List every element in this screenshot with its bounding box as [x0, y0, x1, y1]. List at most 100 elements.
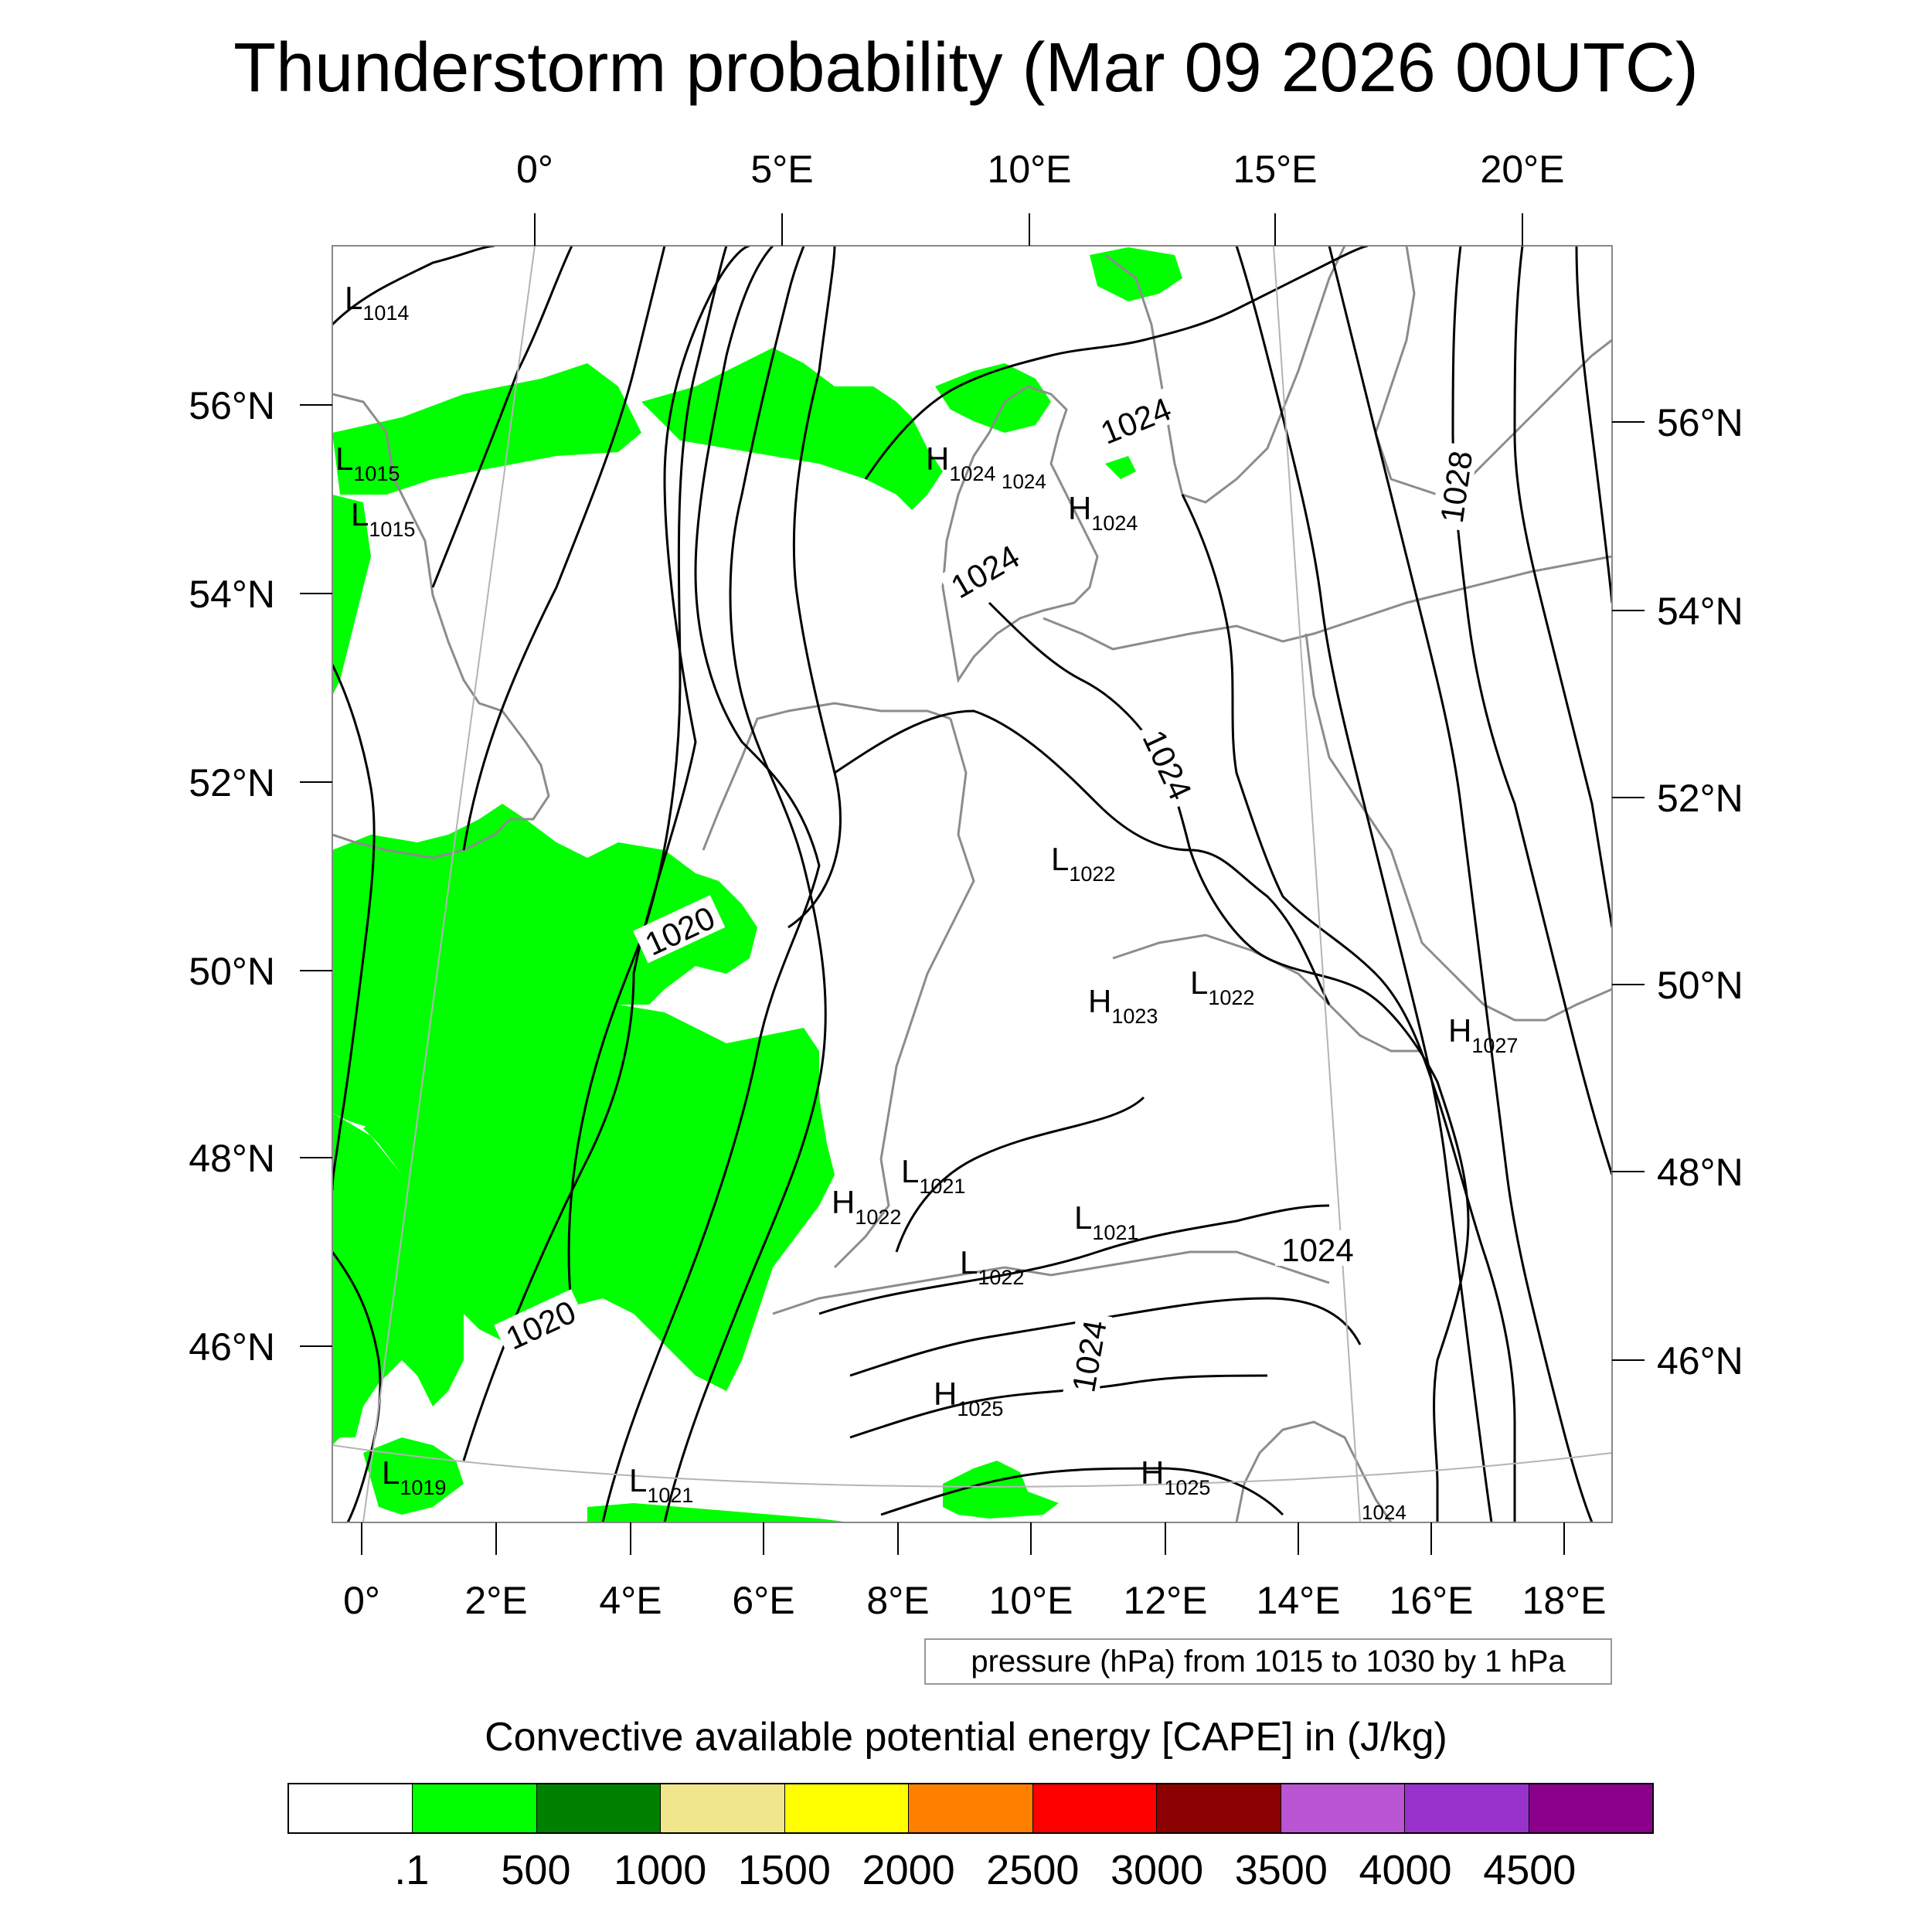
graticule: [332, 246, 1612, 1522]
colorbar-segment: [536, 1784, 662, 1832]
colorbar-segment: [1032, 1784, 1158, 1832]
pressure-center-type: L: [345, 280, 362, 316]
contour-label-text: 1024: [1281, 1232, 1353, 1268]
isobar-14: [1328, 246, 1594, 1522]
colorbar-label: 3500: [1234, 1847, 1328, 1893]
isobar-20: [849, 1374, 1268, 1439]
parallel-45n: [332, 1444, 1612, 1488]
contour-label-bg: [1430, 441, 1478, 532]
colorbar-segment: [1405, 1784, 1529, 1832]
colorbar-label: .1: [394, 1847, 430, 1893]
cape-fill-areas: [332, 247, 1182, 1522]
pressure-center-value: 1015: [353, 462, 400, 485]
pressure-center-value: 1027: [1471, 1034, 1518, 1057]
left-axis-label: 46°N: [189, 1325, 275, 1369]
cape-area-north-sea: [332, 363, 641, 495]
colorbar-label: 3000: [1111, 1847, 1204, 1893]
right-axis-label: 46°N: [1657, 1339, 1743, 1383]
left-axis-label: 52°N: [189, 761, 275, 804]
colorbar-label: 1500: [737, 1847, 831, 1893]
colorbar-segment: [289, 1784, 413, 1832]
colorbar-labels: .1 500 1000 1500 2000 2500 3000 3500 4000 4500: [0, 1845, 1932, 1900]
colorbar-segment: [784, 1784, 910, 1832]
bottom-axis-label: 14°E: [1257, 1579, 1341, 1622]
isobar-13: [1235, 246, 1493, 1522]
pressure-center-value: 1022: [855, 1206, 901, 1229]
bottom-axis-label: 18°E: [1522, 1579, 1607, 1622]
colorbar-segment: [661, 1784, 785, 1832]
high-pressure-center: H1022: [832, 1184, 901, 1229]
isobar-5: [462, 246, 750, 1461]
pressure-center-type: L: [901, 1153, 919, 1189]
bottom-axis-label: 12°E: [1124, 1579, 1208, 1622]
low-pressure-center: L1022: [960, 1244, 1024, 1289]
cape-area-alps-south: [363, 1437, 464, 1515]
pressure-center-type: L: [629, 1462, 647, 1498]
pressure-note: pressure (hPa) from 1015 to 1030 by 1 hP…: [924, 1638, 1612, 1685]
pressure-center-type: H: [1088, 983, 1111, 1019]
pressure-center-value: 1022: [978, 1266, 1024, 1289]
pressure-center-value: 1022: [1208, 986, 1254, 1009]
right-axis-label: 50°N: [1657, 964, 1743, 1007]
contour-label-bg: [938, 532, 1030, 607]
bottom-axis-label: 6°E: [732, 1579, 794, 1622]
sweden-south: [1104, 246, 1346, 504]
top-axis-label: 10°E: [988, 148, 1072, 191]
high-pressure-center: H1025: [934, 1376, 1003, 1420]
pressure-center-value: 1021: [647, 1484, 693, 1507]
top-axis-label: 20°E: [1481, 148, 1565, 191]
isobar-1: [332, 246, 495, 326]
isobar-23: [332, 664, 376, 1191]
meridian-15e: [1273, 246, 1361, 1522]
bottom-axis-label: 16°E: [1389, 1579, 1474, 1622]
low-pressure-center: L1019: [382, 1454, 446, 1499]
bottom-axis-label: 4°E: [599, 1579, 662, 1622]
colorbar-label: 4500: [1483, 1847, 1577, 1893]
colorbar-label: 500: [501, 1847, 571, 1893]
pressure-center-type: H: [1068, 490, 1091, 526]
axis-ticks: [300, 213, 1645, 1555]
denmark-outline: [941, 385, 1099, 683]
low-pressure-center: L1021: [629, 1462, 693, 1507]
uk-east-coast: [332, 393, 550, 859]
colorbar-label: 2000: [862, 1847, 955, 1893]
isobar-3: [462, 246, 666, 851]
high-pressure-center: H1024: [926, 440, 995, 485]
poland-border: [1304, 633, 1612, 1022]
isobar-4: [567, 246, 728, 1315]
pressure-center-value: 1021: [919, 1175, 965, 1198]
isobar-15: [1451, 246, 1612, 1175]
cape-area-channel: [332, 804, 757, 1128]
cape-area-adriatic: [943, 1461, 1059, 1519]
pressure-center-type: H: [1448, 1012, 1471, 1049]
low-pressure-center: L1022: [1190, 964, 1254, 1009]
bottom-axis-label: 2°E: [464, 1579, 527, 1622]
contour-label-bg: [1275, 1230, 1360, 1266]
colorbar-segment: [1157, 1784, 1281, 1832]
right-axis-label: 48°N: [1657, 1151, 1743, 1194]
contour-label-bg: [494, 1289, 587, 1358]
high-pressure-center: H1027: [1448, 1012, 1518, 1057]
pressure-center-value: 1024: [949, 462, 995, 485]
left-axis-label: 56°N: [189, 384, 275, 427]
cape-area-denmark-west: [935, 363, 1051, 433]
low-pressure-center: L1021: [1074, 1199, 1138, 1244]
isobar-7: [663, 246, 827, 1522]
contour-label-bg: [1134, 718, 1203, 811]
isobar-16: [1513, 246, 1612, 928]
pressure-center-value: 1025: [957, 1397, 1003, 1420]
isobar-2: [431, 246, 573, 588]
contour-label-bg: [633, 895, 726, 964]
pressure-center-type: L: [351, 496, 369, 532]
pressure-center-type: L: [1074, 1199, 1092, 1236]
high-pressure-center: H1024: [1068, 490, 1138, 535]
pressure-center-type: L: [335, 440, 353, 477]
top-axis-label: 0°: [516, 148, 553, 191]
left-axis-label: 54°N: [189, 573, 275, 616]
colorbar-segment: [413, 1784, 537, 1832]
isobar-12: [1181, 494, 1516, 1522]
meridian-0: [362, 246, 536, 1522]
low-pressure-center: L1022: [1051, 841, 1115, 886]
pressure-center-type: H: [934, 1376, 957, 1412]
isobar-11: [988, 601, 1470, 1522]
